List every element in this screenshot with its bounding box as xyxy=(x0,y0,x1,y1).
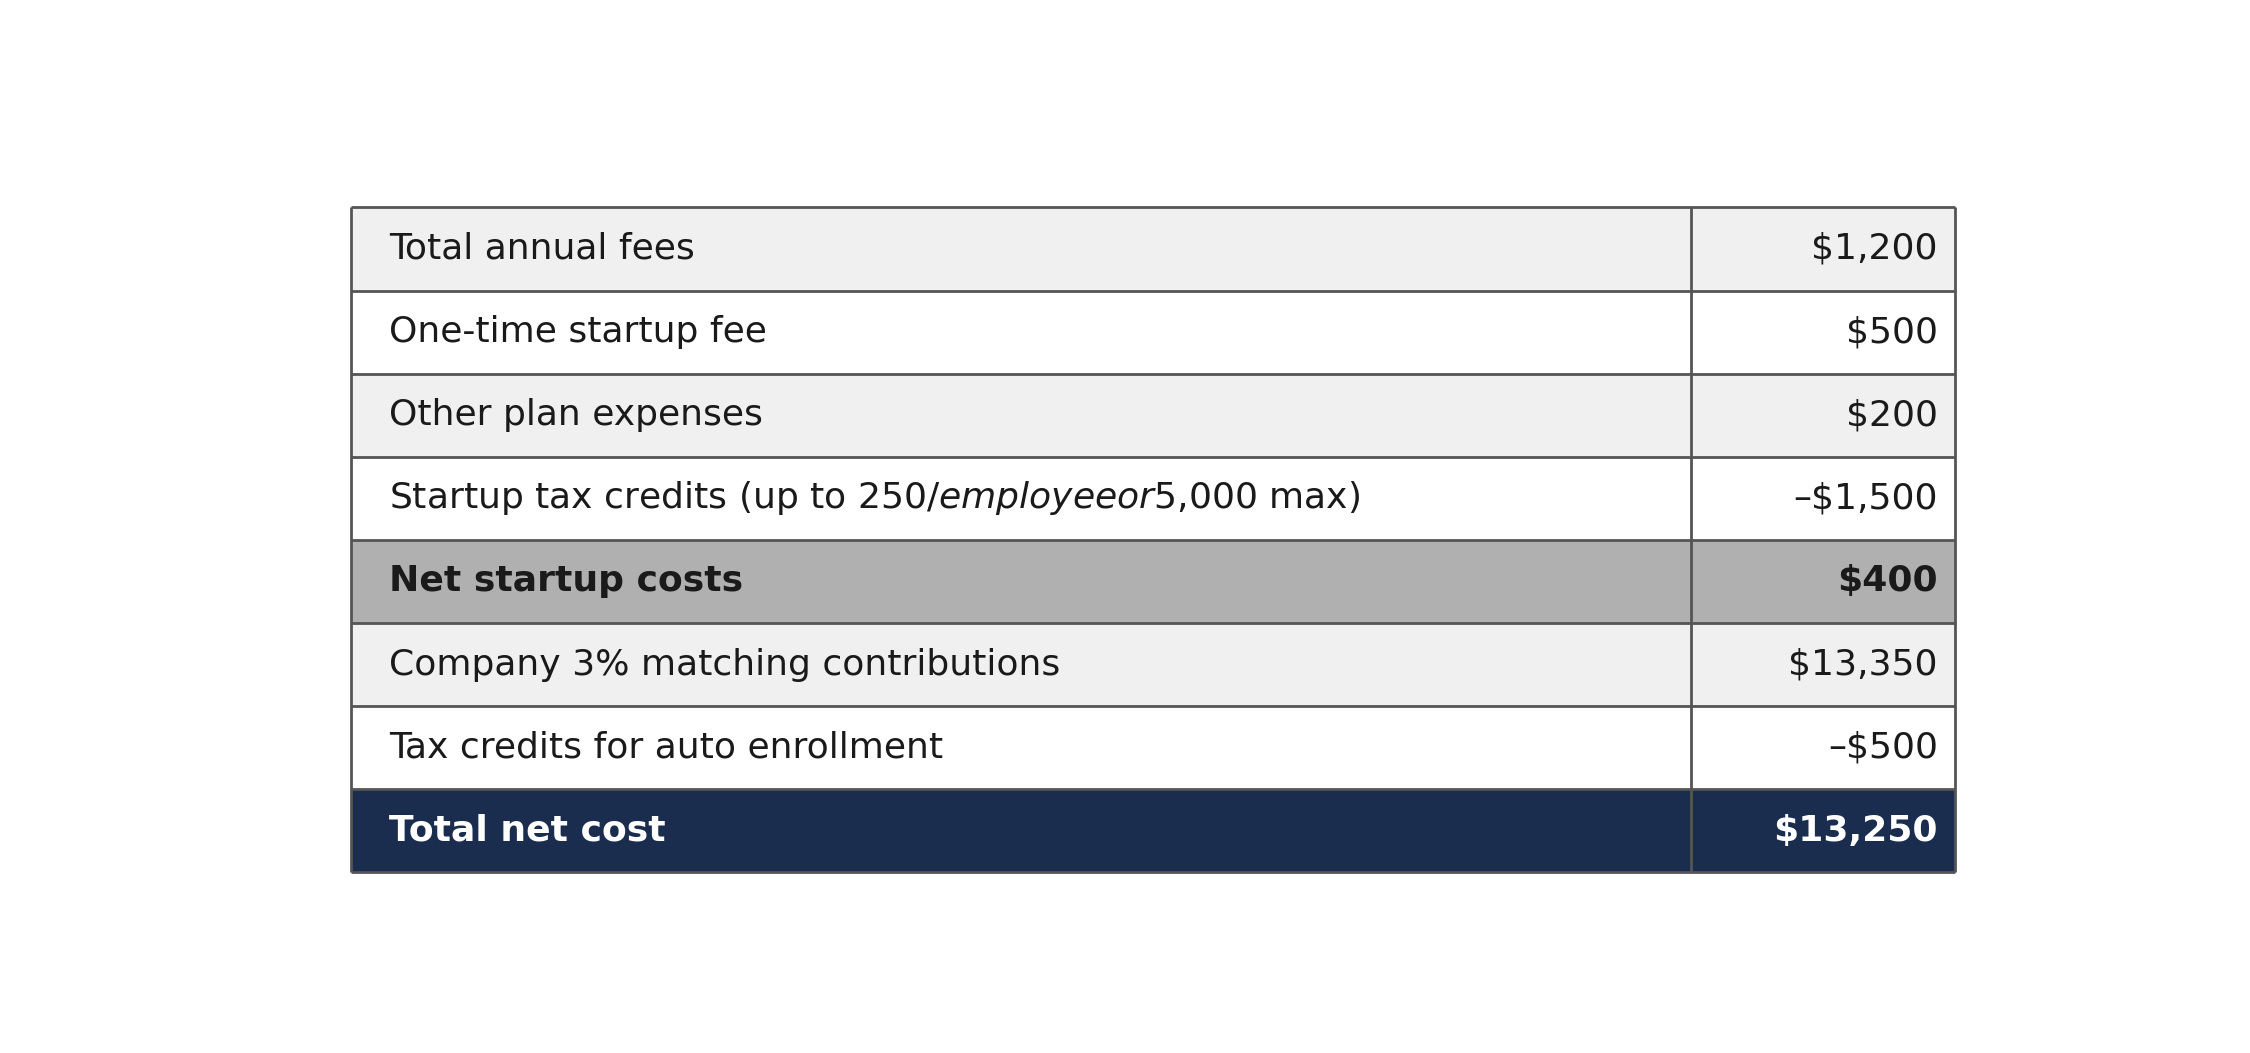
Text: One-time startup fee: One-time startup fee xyxy=(389,315,767,350)
Bar xyxy=(351,540,1690,623)
Bar xyxy=(351,707,1690,789)
Text: Other plan expenses: Other plan expenses xyxy=(389,398,763,432)
Bar xyxy=(351,374,1690,457)
Bar xyxy=(1690,207,1955,291)
Text: Company 3% matching contributions: Company 3% matching contributions xyxy=(389,648,1060,681)
Text: $200: $200 xyxy=(1845,398,1937,432)
Bar xyxy=(351,291,1690,374)
Text: –$500: –$500 xyxy=(1827,731,1937,764)
Bar xyxy=(351,207,1690,291)
Text: Tax credits for auto enrollment: Tax credits for auto enrollment xyxy=(389,731,943,764)
Bar xyxy=(1690,457,1955,540)
Text: $400: $400 xyxy=(1838,564,1937,598)
Text: Net startup costs: Net startup costs xyxy=(389,564,742,598)
Text: Total annual fees: Total annual fees xyxy=(389,232,695,266)
Text: $1,200: $1,200 xyxy=(1811,232,1937,266)
Text: –$1,500: –$1,500 xyxy=(1793,481,1937,515)
Bar xyxy=(1690,623,1955,707)
Bar xyxy=(1690,291,1955,374)
Bar xyxy=(351,789,1690,872)
Bar xyxy=(1690,707,1955,789)
Bar xyxy=(351,457,1690,540)
Text: Total net cost: Total net cost xyxy=(389,814,666,848)
Text: $500: $500 xyxy=(1845,315,1937,350)
Bar xyxy=(351,623,1690,707)
Bar xyxy=(1690,789,1955,872)
Text: Startup tax credits (up to $250/employee or $5,000 max): Startup tax credits (up to $250/employee… xyxy=(389,479,1361,517)
Bar xyxy=(1690,540,1955,623)
Text: $13,250: $13,250 xyxy=(1773,814,1937,848)
Bar xyxy=(1690,374,1955,457)
Text: $13,350: $13,350 xyxy=(1789,648,1937,681)
